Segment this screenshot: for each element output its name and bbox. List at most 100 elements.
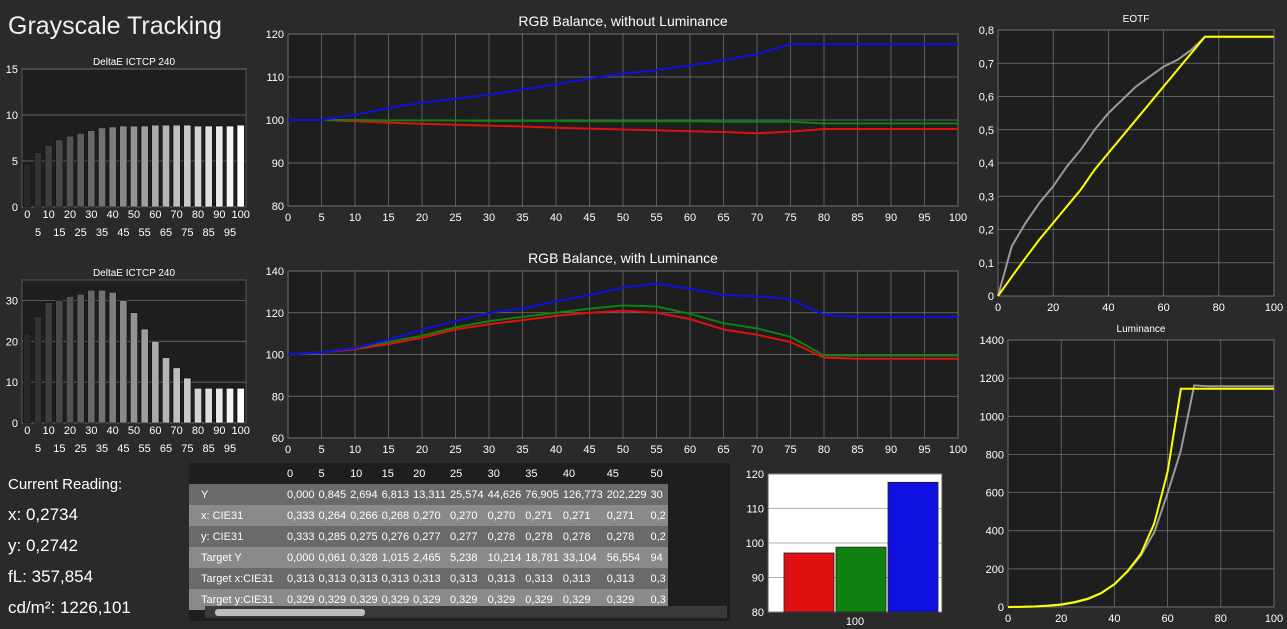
y-tick-label: 110 [266,72,284,84]
x-tick-label: 0 [24,425,30,437]
x-tick-label: 60 [149,209,161,221]
current-reading-heading: Current Reading: [8,476,123,493]
x-tick-label: 25 [75,443,87,455]
x-tick-label: 55 [650,212,662,224]
column-header[interactable]: 45 [604,463,649,484]
row-header-cell[interactable] [189,505,199,526]
row-header-cell[interactable] [189,526,199,547]
column-header[interactable]: 40 [560,463,605,484]
y-tick-label: 1400 [980,335,1004,347]
x-tick-label: 30 [483,212,495,224]
column-header[interactable]: 5 [316,463,349,484]
blue-series-line [288,43,958,121]
reading-cdm2: cd/m²: 1226,101 [8,598,131,617]
table-cell: 0,329 [604,589,649,610]
plot-area [1007,339,1275,608]
bar [76,293,85,424]
y-tick-label: 800 [986,449,1004,461]
x-tick-label: 70 [171,209,183,221]
x-tick-label: 85 [203,443,215,455]
red-series-line [287,309,958,360]
x-tick-label: 75 [784,212,796,224]
x-tick-label: 10 [349,444,361,456]
column-header[interactable]: 30 [485,463,524,484]
x-tick-label: 40 [550,212,562,224]
y-tick-label: 30 [6,295,18,307]
y-tick-label: 60 [272,433,284,445]
table-cell: 0,333 [285,526,317,547]
table-row[interactable]: Target x:CIE31 0,313 0,313 0,313 0,313 0,313 0… [189,568,668,589]
x-tick-label: 90 [885,444,897,456]
row-header-cell[interactable] [189,568,199,589]
column-header[interactable]: 15 [379,463,412,484]
x-tick-label: 80 [818,212,830,224]
column-header[interactable]: 25 [447,463,486,484]
table-row[interactable]: x: CIE31 0,333 0,264 0,266 0,268 0,270 0,270 0,… [189,505,668,526]
y-tick-label: 100 [266,115,284,127]
x-tick-label: 90 [213,209,225,221]
y-tick-label: 110 [746,504,764,516]
row-header-cell[interactable] [189,589,199,610]
column-header[interactable]: 50 [648,463,668,484]
column-header[interactable]: 0 [285,463,317,484]
table-row[interactable]: Target Y 0,000 0,061 0,328 1,015 2,465 5,238 10… [189,547,668,568]
x-tick-label: 50 [617,444,629,456]
row-header-cell[interactable] [189,484,199,505]
y-tick-label: 0,3 [979,191,994,203]
y-tick-label: 0,8 [979,25,994,37]
y-tick-label: 80 [272,201,284,213]
bar [87,130,96,208]
row-label: Target y:CIE31 [199,589,285,610]
x-tick-label: 0 [995,302,1001,314]
x-tick-label: 55 [139,227,151,239]
x-tick-label: 5 [35,227,41,239]
table-row[interactable]: Target y:CIE31 0,329 0,329 0,329 0,329 0,329 0… [189,589,668,610]
table-cell: 0,271 [560,505,605,526]
bar [130,312,138,424]
bar [108,126,117,208]
measurement-table[interactable]: 0 5 10 15 20 25 30 35 40 45 50 Y 0,000 0,845 2,694 6,81… [189,463,730,621]
x-tick-label: 35 [96,443,108,455]
x-tick-label: 65 [160,443,172,455]
table-scrollbar-thumb[interactable] [215,609,365,616]
x-tick-label: 60 [149,425,161,437]
x-tick-label: 100 [949,212,967,224]
y-tick-label: 400 [986,526,1004,538]
x-tick-label: 30 [85,425,97,437]
x-tick-label: 30 [483,444,495,456]
table-cell: 44,626 [485,484,524,505]
x-tick-label: 20 [416,212,428,224]
column-header[interactable]: 20 [411,463,448,484]
x-tick-label: 75 [784,444,796,456]
blue-bar [887,481,939,613]
table-cell: 0,277 [411,526,448,547]
table-cell: 126,773 [560,484,605,505]
table-cell: 0,313 [560,568,605,589]
bar [140,125,149,208]
x-tick-label: 100 [1265,613,1283,625]
y-tick-label: 0 [998,602,1004,614]
x-tick-label: 100 [231,209,249,221]
bar [151,124,160,208]
table-cell: 0,329 [485,589,524,610]
table-row[interactable]: Y 0,000 0,845 2,694 6,813 13,311 25,574 44,626 7… [189,484,668,505]
table-cell: 0,328 [348,547,380,568]
y-tick-label: 120 [746,469,764,481]
bar [55,139,64,208]
row-header-cell[interactable] [189,547,199,568]
column-header[interactable]: 35 [523,463,561,484]
table-cell: 1,015 [379,547,412,568]
table-cell: 0,313 [316,568,349,589]
table-cell: 56,554 [604,547,649,568]
column-header[interactable]: 10 [348,463,380,484]
table-cell: 0,271 [604,505,649,526]
x-tick-label: 20 [1055,613,1067,625]
chart-title: Luminance [1117,324,1166,335]
table-cell: 33,104 [560,547,605,568]
table-row[interactable]: y: CIE31 0,333 0,285 0,275 0,276 0,277 0,277 0,… [189,526,668,547]
x-tick-label: 80 [192,425,204,437]
y-tick-label: 15 [6,64,18,76]
bar [108,291,117,424]
x-tick-label: 5 [35,443,41,455]
x-tick-label: 35 [516,212,528,224]
